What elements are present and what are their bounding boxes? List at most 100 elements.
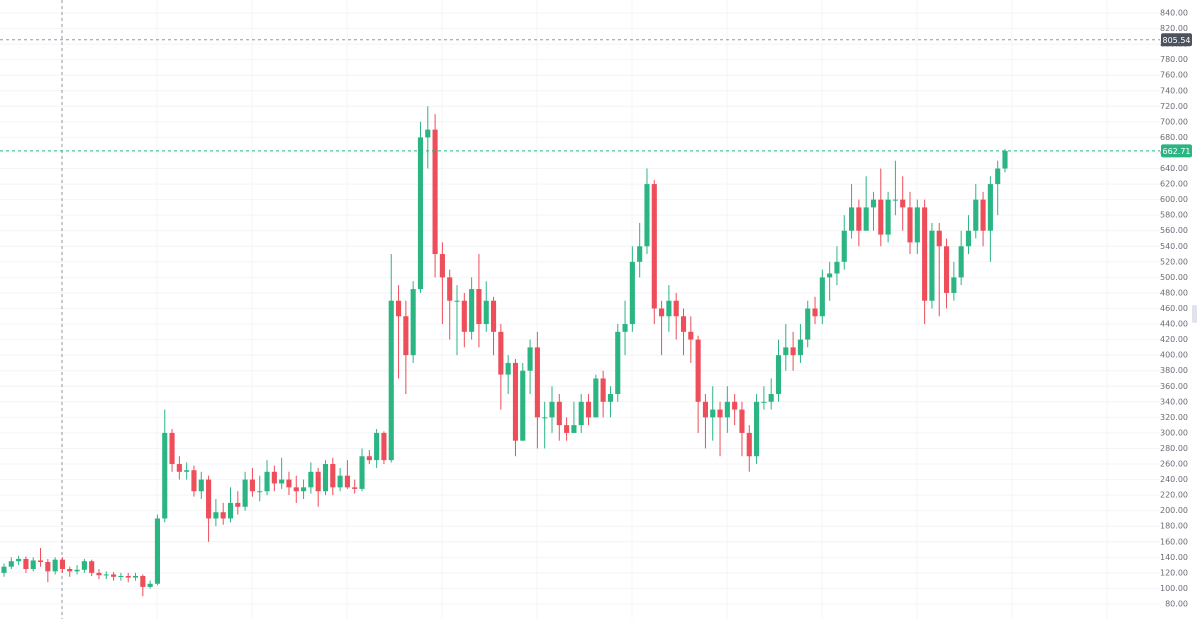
candle-body bbox=[476, 289, 482, 325]
candle-body bbox=[892, 199, 898, 201]
y-tick-label: 300.00 bbox=[1160, 428, 1188, 437]
candle-body bbox=[797, 339, 803, 356]
candle-body bbox=[673, 300, 679, 317]
price-lines bbox=[0, 39, 1160, 152]
candle-body bbox=[337, 475, 343, 488]
candle-body bbox=[870, 199, 877, 208]
candle-body bbox=[680, 316, 687, 332]
candle-body bbox=[768, 394, 774, 402]
scroll-handle[interactable] bbox=[1192, 305, 1197, 323]
candle-body bbox=[622, 324, 628, 332]
candle-body bbox=[973, 199, 979, 231]
candle-body bbox=[702, 401, 708, 418]
candle-body bbox=[74, 569, 80, 572]
candle-body bbox=[352, 487, 358, 489]
candle-body bbox=[878, 199, 884, 235]
candle-body bbox=[206, 479, 212, 519]
candle-body bbox=[45, 561, 51, 572]
candle-body bbox=[162, 432, 168, 519]
candle-body bbox=[1002, 150, 1008, 169]
y-tick-label: 260.00 bbox=[1160, 460, 1188, 469]
y-tick-label: 840.00 bbox=[1160, 8, 1188, 17]
candle-body bbox=[461, 300, 467, 332]
candle-body bbox=[688, 331, 694, 340]
candle-body bbox=[907, 207, 913, 243]
y-tick-label: 760.00 bbox=[1160, 71, 1188, 80]
candle-body bbox=[322, 464, 329, 492]
y-tick-label: 220.00 bbox=[1160, 491, 1188, 500]
y-tick-label: 600.00 bbox=[1160, 195, 1188, 204]
y-tick-label: 720.00 bbox=[1160, 102, 1188, 111]
candle-body bbox=[198, 479, 204, 492]
candle-body bbox=[176, 464, 182, 472]
candle-body bbox=[980, 199, 986, 231]
candle-body bbox=[783, 347, 789, 356]
candle-body bbox=[366, 456, 372, 461]
candle-body bbox=[542, 417, 548, 419]
candle-body bbox=[23, 558, 29, 569]
candle-body bbox=[965, 230, 972, 247]
candle-body bbox=[600, 378, 606, 402]
candle-body bbox=[834, 261, 840, 274]
candle-body bbox=[315, 471, 321, 492]
candle-body bbox=[374, 432, 380, 461]
candle-body bbox=[469, 289, 475, 332]
candle-body bbox=[410, 289, 416, 356]
candle-body bbox=[505, 362, 511, 375]
candle-body bbox=[754, 401, 760, 457]
y-tick-label: 620.00 bbox=[1160, 180, 1188, 189]
candle-body bbox=[257, 491, 263, 493]
y-tick-label: 400.00 bbox=[1160, 351, 1188, 360]
candle-body bbox=[556, 401, 562, 426]
candle-body bbox=[629, 261, 635, 325]
candle-body bbox=[439, 254, 445, 278]
candle-body bbox=[454, 300, 460, 302]
candle-body bbox=[914, 207, 920, 243]
candle-body bbox=[651, 184, 657, 309]
candle-body bbox=[805, 308, 811, 340]
candle-body bbox=[863, 207, 869, 231]
y-tick-label: 420.00 bbox=[1160, 335, 1188, 344]
candle-body bbox=[790, 347, 796, 356]
candle-body bbox=[841, 230, 847, 262]
candle-body bbox=[301, 487, 307, 492]
candle-body bbox=[885, 199, 891, 235]
candle-body bbox=[381, 432, 387, 461]
candle-body bbox=[958, 246, 964, 278]
y-tick-label: 200.00 bbox=[1160, 506, 1188, 515]
candle-body bbox=[520, 370, 526, 441]
candle-body bbox=[227, 502, 234, 519]
candle-body bbox=[30, 560, 36, 569]
candle-body bbox=[710, 409, 716, 418]
candle-body bbox=[987, 184, 993, 231]
candle-body bbox=[637, 246, 643, 262]
candle-body bbox=[659, 308, 665, 317]
candle-body bbox=[96, 572, 102, 576]
candle-body bbox=[286, 479, 292, 488]
y-tick-label: 160.00 bbox=[1160, 537, 1188, 546]
candle-body bbox=[111, 574, 117, 577]
candle-body bbox=[1, 566, 7, 573]
candle-body bbox=[81, 561, 87, 570]
candle-body bbox=[666, 300, 672, 317]
candle-body bbox=[271, 471, 277, 484]
y-tick-label: 460.00 bbox=[1160, 304, 1188, 313]
candle-body bbox=[359, 456, 365, 489]
candle-body bbox=[827, 273, 833, 278]
candle-body bbox=[490, 300, 497, 332]
candle-body bbox=[213, 512, 219, 519]
candle-body bbox=[812, 308, 818, 317]
y-tick-label: 360.00 bbox=[1160, 382, 1188, 391]
candle-body bbox=[191, 470, 197, 492]
candle-body bbox=[644, 184, 650, 247]
candle-body bbox=[59, 559, 66, 569]
candle-body bbox=[16, 558, 22, 562]
y-tick-label: 520.00 bbox=[1160, 257, 1188, 266]
y-tick-label: 120.00 bbox=[1160, 568, 1188, 577]
candle-body bbox=[184, 470, 190, 472]
candle-body bbox=[249, 479, 255, 492]
candle-body bbox=[169, 432, 175, 465]
candle-body bbox=[615, 331, 621, 395]
